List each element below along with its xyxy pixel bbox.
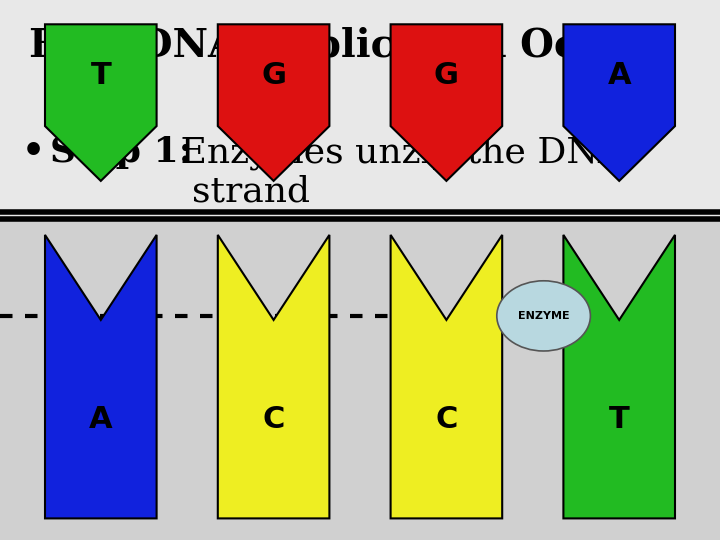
Text: How DNA Duplication Occurs: How DNA Duplication Occurs bbox=[29, 27, 672, 65]
Polygon shape bbox=[45, 235, 157, 518]
Bar bbox=[0, 219, 720, 540]
Text: G: G bbox=[261, 60, 286, 90]
Text: •: • bbox=[22, 135, 45, 169]
Polygon shape bbox=[390, 235, 503, 518]
Text: C: C bbox=[435, 404, 458, 434]
Text: A: A bbox=[608, 60, 631, 90]
Text: T: T bbox=[91, 60, 111, 90]
Circle shape bbox=[497, 281, 590, 351]
Text: Enzymes unzip the DNA
  strand: Enzymes unzip the DNA strand bbox=[169, 135, 624, 209]
Polygon shape bbox=[390, 24, 503, 181]
Polygon shape bbox=[563, 235, 675, 518]
Polygon shape bbox=[563, 24, 675, 181]
Text: G: G bbox=[434, 60, 459, 90]
Text: Step 1:: Step 1: bbox=[50, 135, 192, 169]
Text: T: T bbox=[609, 404, 629, 434]
Polygon shape bbox=[217, 235, 330, 518]
Text: C: C bbox=[262, 404, 285, 434]
Bar bbox=[0, 0, 720, 219]
Polygon shape bbox=[45, 24, 157, 181]
Text: ENZYME: ENZYME bbox=[518, 311, 570, 321]
Polygon shape bbox=[217, 24, 330, 181]
Text: A: A bbox=[89, 404, 112, 434]
